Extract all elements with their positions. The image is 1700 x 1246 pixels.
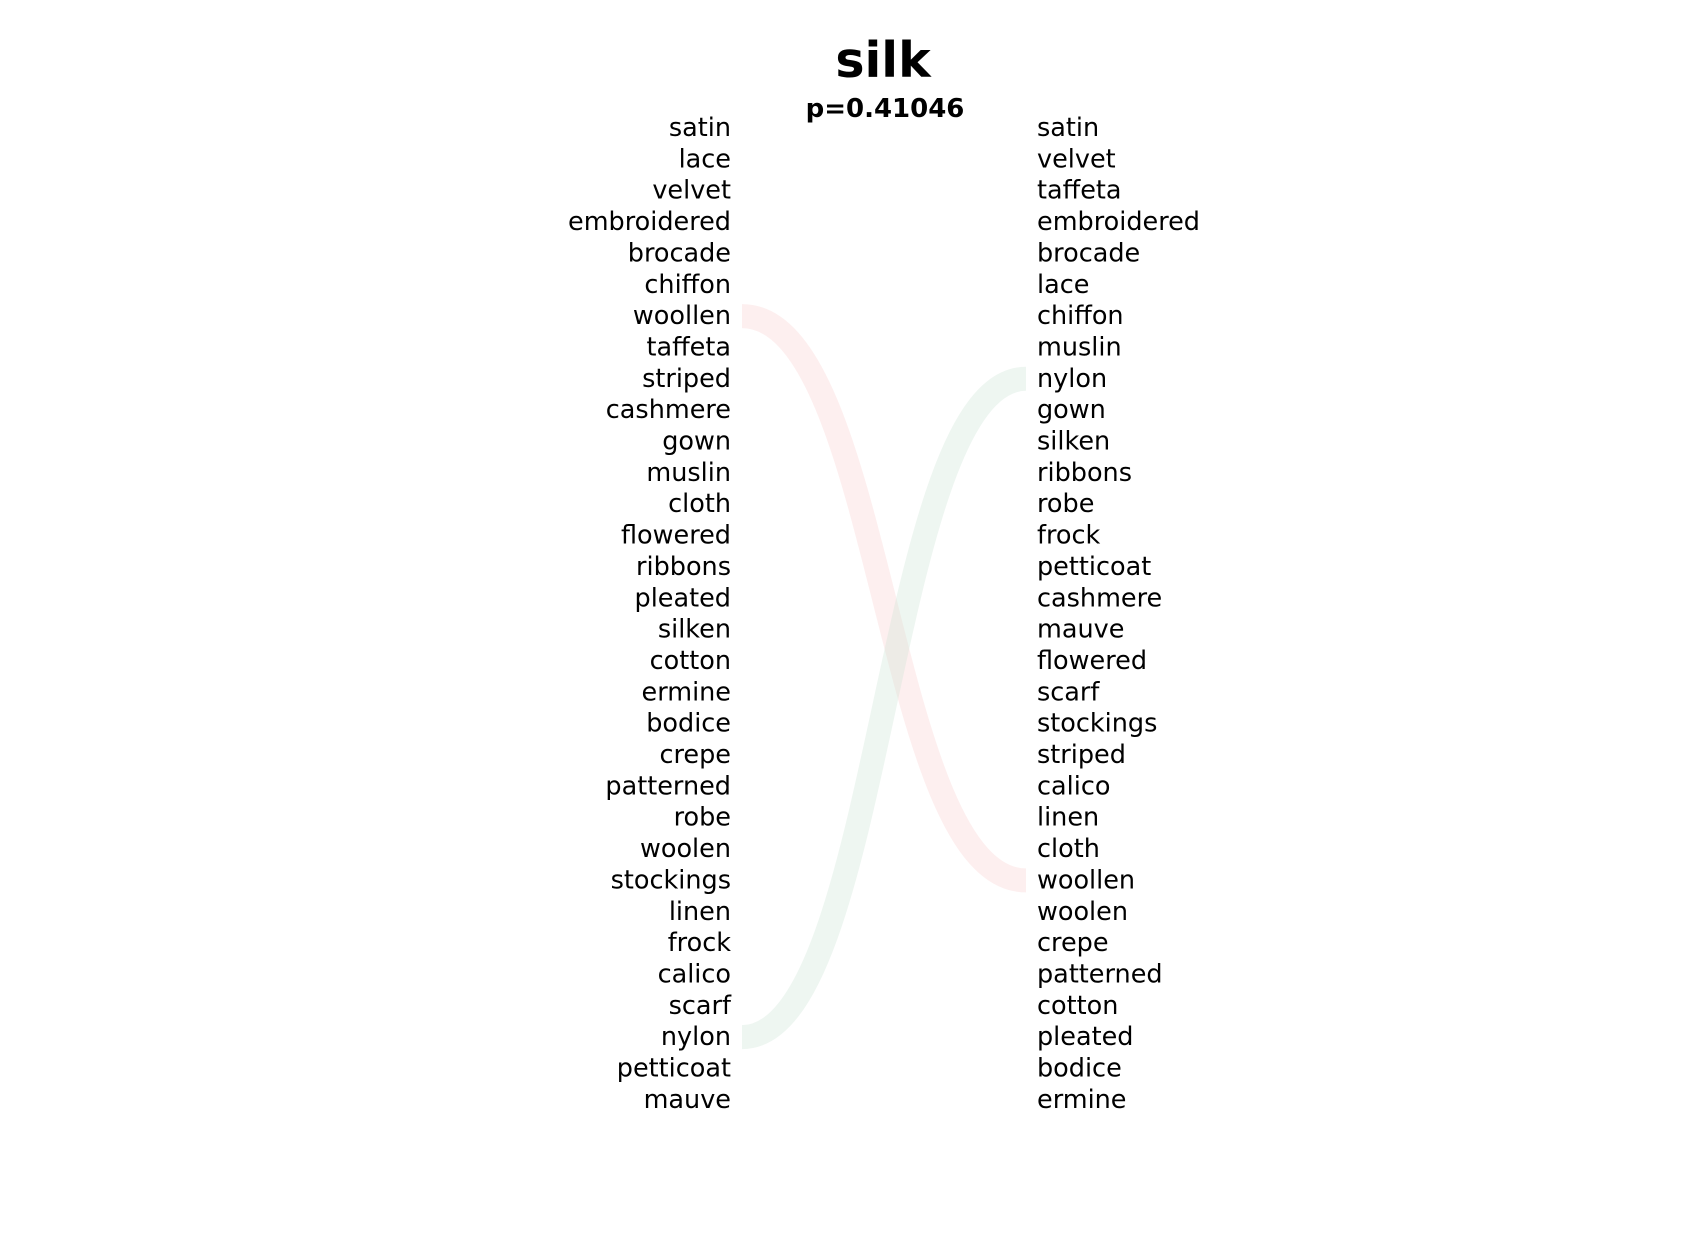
left-rank-word: petticoat xyxy=(617,1054,731,1084)
left-rank-word: nylon xyxy=(661,1022,731,1052)
right-rank-word: patterned xyxy=(1037,959,1163,989)
chart-title: silk xyxy=(835,32,932,89)
left-rank-word: scarf xyxy=(669,991,732,1021)
left-rank-word: velvet xyxy=(652,176,731,206)
left-rank-word: patterned xyxy=(605,771,731,801)
right-rank-word: linen xyxy=(1037,803,1099,833)
left-rank-word: striped xyxy=(642,364,731,394)
left-rank-word: crepe xyxy=(659,740,731,770)
right-rank-word: gown xyxy=(1037,395,1106,425)
right-rank-word: crepe xyxy=(1037,928,1109,958)
right-rank-word: velvet xyxy=(1037,144,1116,174)
right-rank-word: ribbons xyxy=(1037,458,1132,488)
rank-link-woollen xyxy=(740,304,1028,893)
right-rank-word: pleated xyxy=(1037,1022,1133,1052)
right-rank-word: woolen xyxy=(1037,897,1128,927)
left-rank-word: pleated xyxy=(635,583,731,613)
right-rank-word: calico xyxy=(1037,771,1110,801)
left-rank-word: chiffon xyxy=(644,270,731,300)
right-rank-word: striped xyxy=(1037,740,1126,770)
right-rank-word: frock xyxy=(1037,521,1101,551)
right-rank-word: taffeta xyxy=(1037,176,1122,206)
right-rank-word: mauve xyxy=(1037,615,1124,645)
left-rank-word: calico xyxy=(658,959,731,989)
left-rank-word: bodice xyxy=(646,709,731,739)
right-rank-word: ermine xyxy=(1037,1085,1127,1115)
left-rank-word: gown xyxy=(662,427,731,457)
right-rank-word: cotton xyxy=(1037,991,1118,1021)
left-rank-word: woollen xyxy=(633,301,731,331)
chart-subtitle: p=0.41046 xyxy=(806,94,965,124)
right-rank-word: woollen xyxy=(1037,865,1135,895)
right-rank-word: petticoat xyxy=(1037,552,1151,582)
left-rank-word: silken xyxy=(658,615,731,645)
right-rank-word: bodice xyxy=(1037,1054,1122,1084)
right-rank-word: silken xyxy=(1037,427,1110,457)
rank-link-nylon xyxy=(740,366,1028,1050)
left-rank-word: frock xyxy=(668,928,732,958)
left-rank-word: satin xyxy=(669,113,731,143)
right-rank-word: lace xyxy=(1037,270,1089,300)
right-rank-word: scarf xyxy=(1037,677,1100,707)
left-rank-word: flowered xyxy=(621,521,731,551)
left-rank-word: robe xyxy=(674,803,731,833)
right-rank-word: embroidered xyxy=(1037,207,1200,237)
left-rank-word: linen xyxy=(669,897,731,927)
right-rank-word: stockings xyxy=(1037,709,1157,739)
left-rank-word: cashmere xyxy=(606,395,731,425)
right-rank-word: satin xyxy=(1037,113,1099,143)
right-rank-word: robe xyxy=(1037,489,1094,519)
left-rank-word: mauve xyxy=(644,1085,731,1115)
right-rank-word: flowered xyxy=(1037,646,1147,676)
right-rank-word: cashmere xyxy=(1037,583,1162,613)
left-rank-word: taffeta xyxy=(646,332,731,362)
right-rank-word: cloth xyxy=(1037,834,1100,864)
left-rank-word: lace xyxy=(679,144,731,174)
right-rank-word: chiffon xyxy=(1037,301,1124,331)
left-rank-word: woolen xyxy=(640,834,731,864)
right-rank-word: nylon xyxy=(1037,364,1107,394)
left-rank-word: brocade xyxy=(628,238,731,268)
left-rank-word: ribbons xyxy=(636,552,731,582)
right-rank-word: muslin xyxy=(1037,332,1122,362)
right-rank-word: brocade xyxy=(1037,238,1140,268)
left-rank-word: embroidered xyxy=(568,207,731,237)
left-rank-word: stockings xyxy=(611,865,731,895)
links-layer xyxy=(740,304,1028,1050)
right-ranking-column: satinvelvettaffetaembroideredbrocadelace… xyxy=(1037,113,1200,1115)
left-rank-word: cotton xyxy=(650,646,731,676)
left-rank-word: ermine xyxy=(642,677,732,707)
left-rank-word: cloth xyxy=(668,489,731,519)
left-ranking-column: satinlacevelvetembroideredbrocadechiffon… xyxy=(568,113,732,1115)
left-rank-word: muslin xyxy=(646,458,731,488)
